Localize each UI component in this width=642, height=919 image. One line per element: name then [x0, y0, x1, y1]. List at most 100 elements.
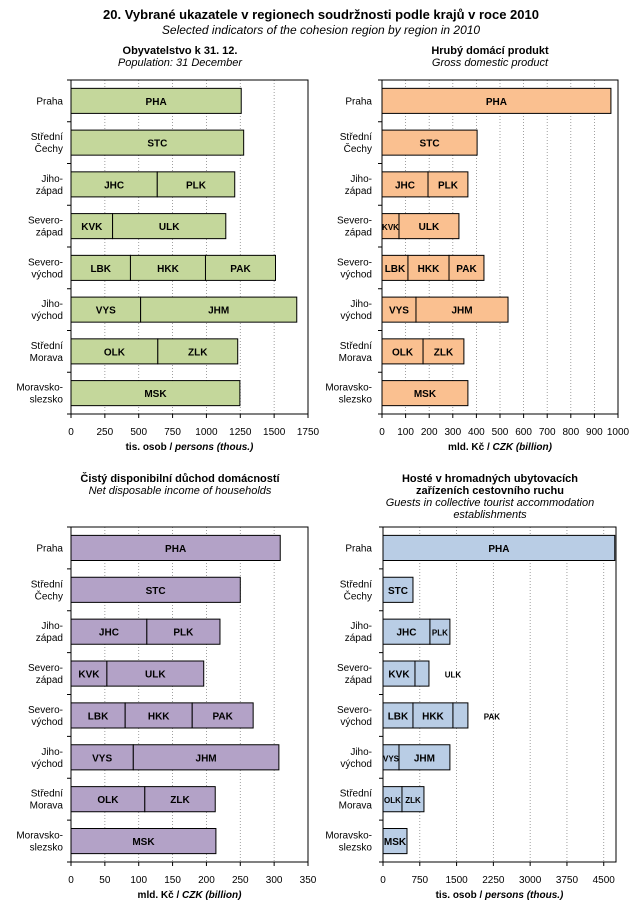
x-tick-label: 500	[130, 427, 147, 438]
bar-label-jhc: JHC	[99, 628, 119, 639]
x-tick-label: 3750	[556, 875, 579, 886]
x-tick-label: 800	[562, 427, 579, 438]
bar-label-olk: OLK	[384, 796, 401, 805]
bar-label-plk: PLK	[438, 180, 459, 191]
bar-segment-msk	[70, 828, 217, 855]
bar-segment-hkk	[412, 702, 454, 729]
category-label-line: východ	[31, 717, 63, 728]
bar-segment-olk	[70, 338, 159, 365]
category-label-line: Morava	[30, 801, 64, 812]
x-tick-label: 0	[68, 427, 74, 438]
bar-segment-kvk	[70, 213, 114, 240]
bar-segment-zlk	[422, 338, 465, 365]
bar-segment-pak	[448, 254, 485, 281]
x-tick-label: 400	[468, 427, 485, 438]
bar-segment-jhc	[382, 618, 431, 645]
category-label-line: Čechy	[35, 589, 63, 602]
bar-segment-zlk	[157, 338, 239, 365]
category-label-line: Severo-	[337, 216, 372, 227]
category-label-line: Čechy	[35, 142, 63, 155]
bar-segment-ulk	[112, 213, 227, 240]
chart-title: Hrubý domácí produkt	[431, 45, 549, 57]
category-label-line: slezsko	[339, 843, 373, 854]
x-tick-label: 100	[397, 427, 414, 438]
chart-subtitle: Gross domestic product	[431, 57, 549, 69]
bar-segment-olk	[381, 338, 424, 365]
x-tick-label: 1750	[297, 427, 320, 438]
chart-title: Hosté v hromadných ubytovacích zařízeníc…	[401, 473, 579, 497]
category-label-line: Morava	[30, 353, 64, 364]
category-label-line: Severo-	[28, 257, 63, 268]
bar-label-pha: PHA	[165, 544, 186, 555]
bar-label-ulk: ULK	[445, 671, 462, 680]
category-label: Severo-západ	[28, 663, 63, 686]
category-label: Severo-západ	[28, 216, 63, 239]
main-subtitle: Selected indicators of the cohesion regi…	[161, 23, 481, 37]
category-label-line: Moravsko-	[325, 831, 372, 842]
bar-label-olk: OLK	[104, 347, 126, 358]
bar-label-plk: PLK	[173, 628, 194, 639]
bar-segment-plk	[429, 618, 451, 645]
bar-segment-jhm	[398, 744, 451, 771]
bar-segment-pha	[70, 87, 242, 114]
bar-label-stc: STC	[388, 586, 408, 597]
x-tick-label: 1000	[195, 427, 218, 438]
bar-label-hkk: HKK	[422, 711, 444, 722]
bar-segment-pha	[382, 534, 616, 561]
category-label-line: východ	[31, 269, 63, 280]
bar-label-hkk: HKK	[148, 711, 170, 722]
bar-label-pha: PHA	[486, 97, 507, 108]
category-label: Moravsko-slezsko	[16, 383, 63, 406]
bar-label-hkk: HKK	[157, 264, 179, 275]
bar-segment-stc	[381, 129, 478, 156]
x-axis-label-en: CZK (billion)	[182, 890, 242, 901]
category-label: Jiho-západ	[345, 174, 372, 197]
x-tick-label: 0	[68, 875, 74, 886]
category-label-line: Střední	[340, 132, 372, 143]
category-label-line: Jiho-	[41, 747, 63, 758]
category-label-line: slezsko	[339, 395, 373, 406]
bar-segment-jhc	[381, 171, 429, 198]
x-axis-label-cz: tis. osob /	[126, 442, 175, 453]
category-label-line: Severo-	[337, 705, 372, 716]
category-label-line: Střední	[340, 789, 372, 800]
category-label-line: Praha	[345, 543, 372, 554]
category-label-line: západ	[36, 228, 63, 239]
bar-label-stc: STC	[146, 586, 166, 597]
category-label: Moravsko-slezsko	[325, 831, 372, 854]
bar-label-jhc: JHC	[395, 180, 415, 191]
bar-label-vys: VYS	[96, 306, 116, 317]
x-axis-label-en: CZK (billion)	[493, 442, 553, 453]
bar-label-msk: MSK	[384, 837, 407, 848]
category-label: Střední Čechy	[340, 132, 372, 155]
bar-segment-lbk	[70, 254, 131, 281]
category-label-line: Střední	[31, 341, 63, 352]
x-tick-label: 1000	[607, 427, 630, 438]
category-label: Střední Čechy	[31, 132, 63, 155]
bar-segment-kvk	[382, 660, 416, 687]
bar-label-jhm: JHM	[414, 753, 435, 764]
category-label: Severo-východ	[337, 705, 372, 728]
bar-segment-plk	[156, 171, 236, 198]
chart-title-gdp: Hrubý domácí produkt Gross domestic prod…	[340, 45, 640, 69]
category-label-line: východ	[340, 759, 372, 770]
x-tick-label: 700	[539, 427, 556, 438]
category-label-line: západ	[36, 675, 63, 686]
x-tick-label: 250	[97, 427, 114, 438]
category-label-line: Praha	[36, 543, 63, 554]
category-label: Severo-západ	[337, 216, 372, 239]
bar-label-ulk: ULK	[419, 222, 440, 233]
category-label-line: slezsko	[30, 395, 64, 406]
chart-subtitle: Guests in collective tourist accommodati…	[385, 497, 595, 521]
chart-title-income: Čistý disponibilní důchod domácností Net…	[30, 473, 330, 497]
x-tick-label: 350	[300, 875, 317, 886]
category-label: Praha	[36, 96, 63, 107]
bar-label-ulk: ULK	[145, 670, 166, 681]
category-label-line: Praha	[36, 96, 63, 107]
bar-label-stc: STC	[147, 139, 167, 150]
x-tick-label: 750	[411, 875, 428, 886]
